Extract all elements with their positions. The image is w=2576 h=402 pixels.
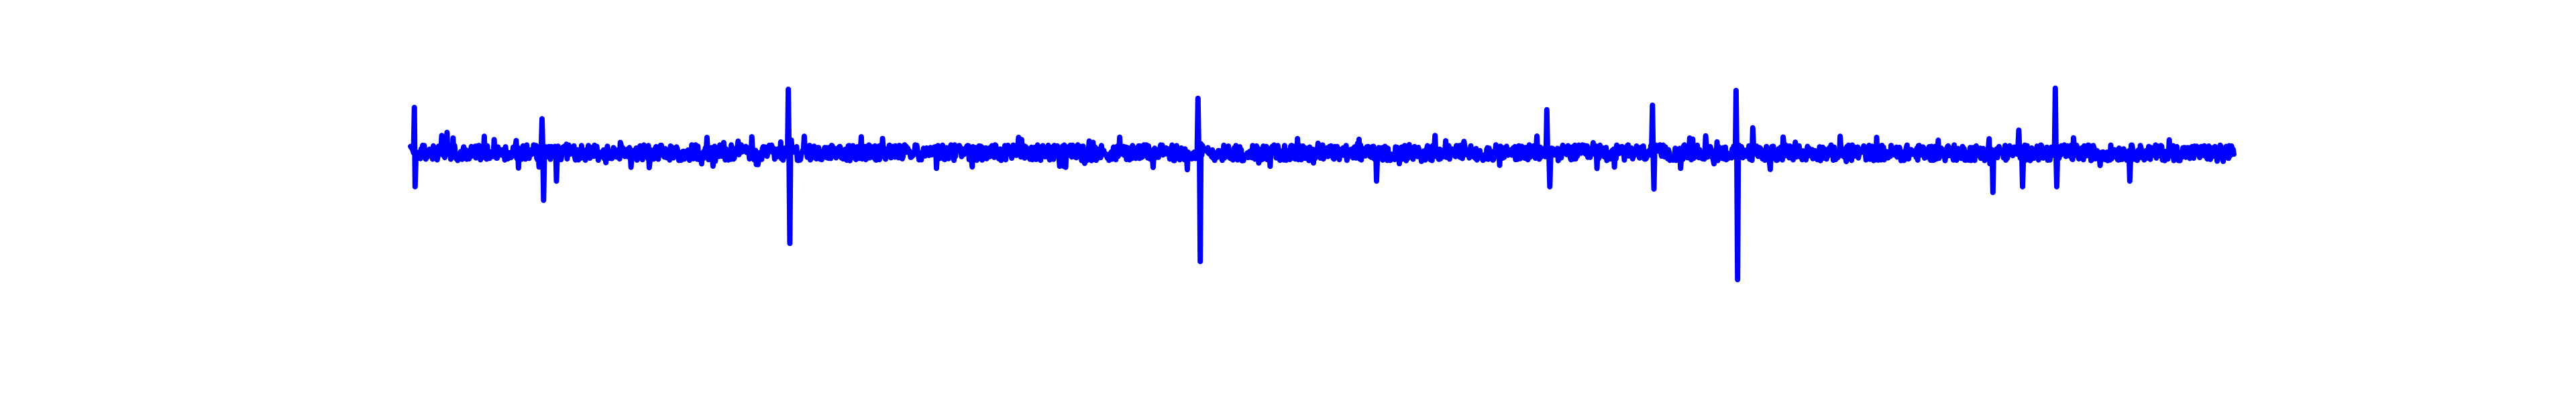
series-line-0 xyxy=(408,85,2237,283)
series-layer xyxy=(408,85,2237,283)
